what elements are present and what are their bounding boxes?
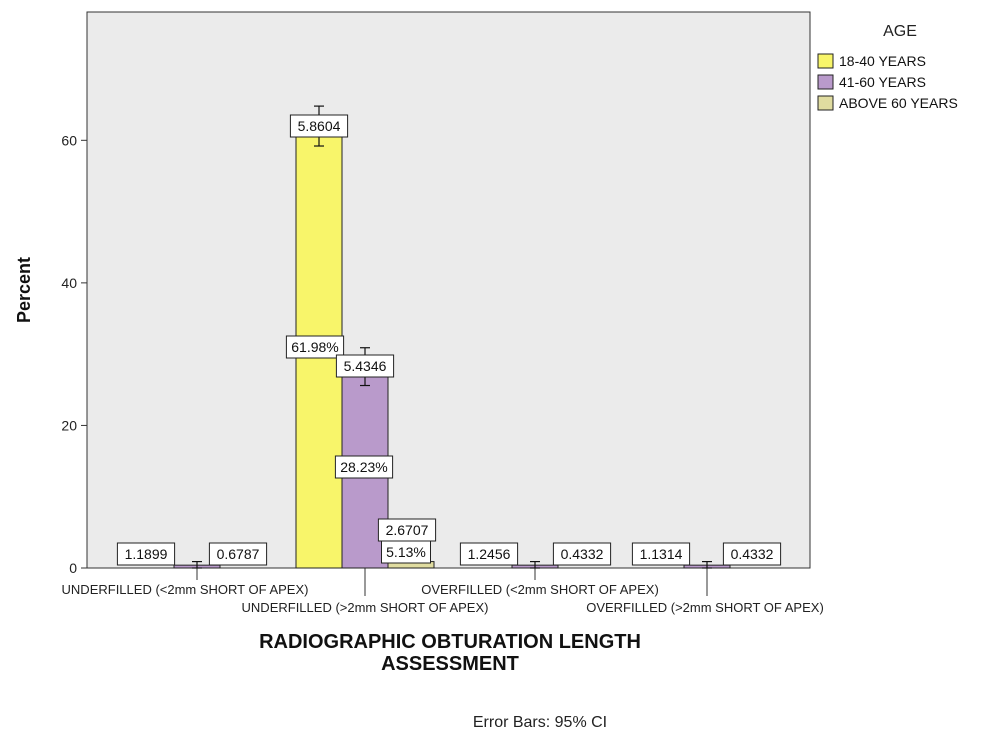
error-bar-footnote: Error Bars: 95% CI — [473, 714, 607, 731]
x-tick-label: UNDERFILLED (>2mm SHORT OF APEX) — [242, 600, 489, 615]
ci-label-box — [722, 542, 782, 566]
ci-label-box — [459, 542, 519, 566]
value-label-box — [285, 335, 345, 359]
plot-area — [86, 11, 811, 569]
legend-swatch — [817, 53, 834, 69]
y-tick-label: 20 — [61, 417, 77, 433]
legend-entry: ABOVE 60 YEARS — [839, 95, 958, 111]
x-axis-label-line-1: RADIOGRAPHIC OBTURATION LENGTH — [259, 631, 641, 653]
y-tick-label: 60 — [61, 132, 77, 148]
ci-label-box — [208, 542, 268, 566]
y-tick-label: 40 — [61, 275, 77, 291]
ci-label-box — [116, 542, 176, 566]
ci-label-box — [552, 542, 612, 566]
y-axis-label: Percent — [14, 257, 34, 323]
x-axis-label-line-2: ASSESSMENT — [381, 653, 519, 675]
ci-label: 1.2456 — [468, 546, 511, 562]
value-label: 5.13% — [386, 544, 426, 560]
ci-label-box — [335, 354, 395, 378]
legend-swatch — [817, 74, 834, 90]
legend-entry: 18-40 YEARS — [839, 53, 926, 69]
error-bars — [192, 105, 712, 569]
ci-label-box — [289, 114, 349, 138]
y-tick-label: 0 — [69, 560, 77, 576]
ci-label: 1.1899 — [125, 546, 168, 562]
data-labels: 5.8604 61.98% 1.1899 5.4346 1.2456 1.1314 28.2… — [116, 114, 782, 566]
ci-label: 0.6787 — [217, 546, 260, 562]
value-label: 61.98% — [291, 339, 338, 355]
axes: 0 20 40 60 UNDERFILLED (<2mm SHORT OF APEX) U… — [61, 132, 823, 615]
ci-label: 5.8604 — [298, 118, 341, 134]
x-tick-label: OVERFILLED (<2mm SHORT OF APEX) — [421, 582, 659, 597]
value-label-box — [334, 455, 394, 479]
ci-label-box — [631, 542, 691, 566]
value-label: 28.23% — [340, 459, 387, 475]
legend-title: AGE — [883, 23, 917, 40]
ci-label: 0.4332 — [561, 546, 604, 562]
x-tick-label: UNDERFILLED (<2mm SHORT OF APEX) — [62, 582, 309, 597]
legend-swatch — [817, 95, 834, 111]
legend: AGE 18-40 YEARS 41-60 YEARS ABOVE 60 YEARS — [817, 23, 958, 111]
ci-label: 1.1314 — [640, 546, 683, 562]
legend-entry: 41-60 YEARS — [839, 74, 926, 90]
ci-label: 0.4332 — [731, 546, 774, 562]
ci-label: 5.4346 — [344, 358, 387, 374]
ci-label: 2.6707 — [386, 522, 429, 538]
value-label-box — [381, 540, 431, 564]
x-tick-label: OVERFILLED (>2mm SHORT OF APEX) — [586, 600, 824, 615]
